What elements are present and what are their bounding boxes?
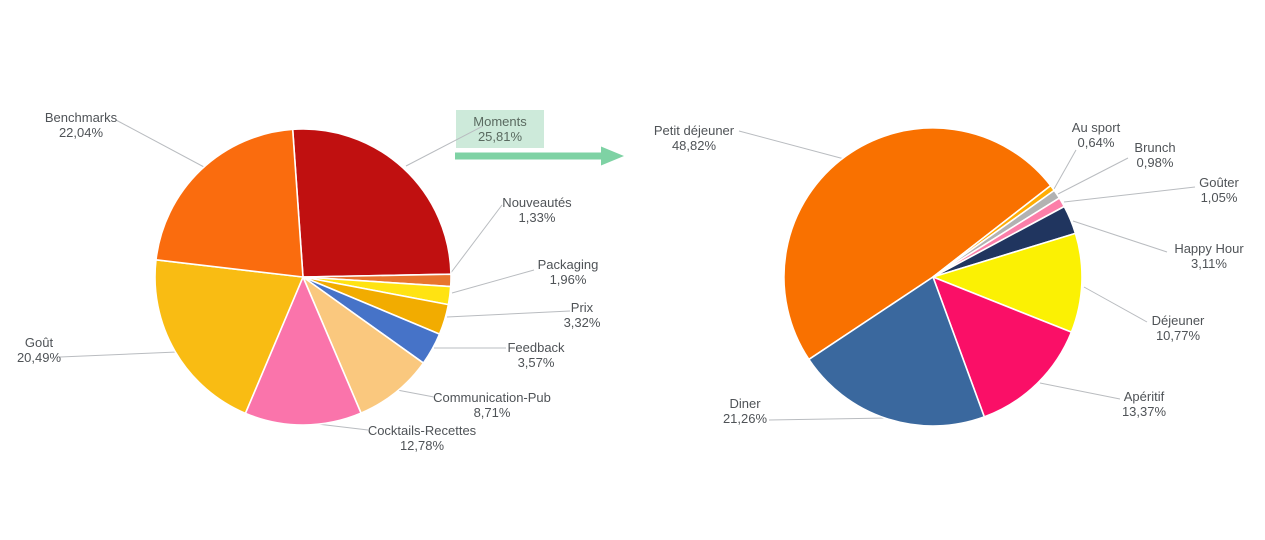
- leader-line-nouveautes: [449, 204, 503, 275]
- slice-label-prix: Prix 3,32%: [564, 300, 601, 330]
- slice-label-value: 3,32%: [563, 315, 601, 330]
- slice-label-packaging: Packaging 1,96%: [538, 257, 599, 287]
- slice-label-text: Diner: [729, 396, 761, 411]
- slice-label-text: Moments: [473, 114, 527, 129]
- slice-label-text: Au sport: [1071, 120, 1121, 135]
- slice-label-value: 1,33%: [518, 210, 556, 225]
- leader-line-aperitif: [1039, 382, 1121, 400]
- slice-label-text: Nouveautés: [502, 195, 572, 210]
- slice-label-text: Benchmarks: [44, 110, 118, 125]
- leader-line-au-sport: [1053, 149, 1077, 190]
- drilldown-arrow-icon: [455, 146, 624, 166]
- slice-label-au-sport: Au sport 0,64%: [1072, 120, 1120, 150]
- slice-label-gout: Goût 20,49%: [17, 335, 61, 365]
- slice-label-text: Cocktails-Recettes: [367, 423, 477, 438]
- pie-slice-moments[interactable]: [291, 128, 452, 278]
- slice-label-gouter: Goûter 1,05%: [1199, 175, 1239, 205]
- slice-label-happy-hour: Happy Hour 3,11%: [1174, 241, 1243, 271]
- slice-label-cocktails-recettes: Cocktails-Recettes 12,78%: [368, 423, 476, 453]
- slice-label-text: Packaging: [537, 257, 599, 272]
- slice-label-value: 25,81%: [477, 129, 523, 144]
- slice-label-value: 0,64%: [1077, 135, 1115, 150]
- slice-label-moments-selected[interactable]: Moments 25,81%: [456, 110, 544, 148]
- pie-slice-aperitif[interactable]: [932, 276, 1073, 418]
- slice-label-text: Petit déjeuner: [653, 123, 735, 138]
- slice-label-text: Apéritif: [1123, 389, 1165, 404]
- slice-label-value: 3,11%: [1191, 256, 1227, 271]
- leader-line-packaging: [451, 269, 535, 294]
- slice-label-diner: Diner 21,26%: [723, 396, 767, 426]
- slice-label-brunch: Brunch 0,98%: [1134, 140, 1175, 170]
- slice-label-value: 3,57%: [517, 355, 555, 370]
- slice-label-value: 48,82%: [671, 138, 717, 153]
- slice-label-text: Prix: [570, 300, 594, 315]
- themes-pie-chart: [154, 128, 452, 426]
- slice-label-value: 8,71%: [473, 405, 511, 420]
- slice-label-text: Goût: [24, 335, 54, 350]
- leader-line-gout: [59, 351, 178, 358]
- leader-line-benchmarks: [115, 119, 205, 168]
- leader-line-diner: [768, 417, 889, 421]
- leader-line-prix: [446, 310, 571, 318]
- pie-slice-cocktails-recettes[interactable]: [244, 276, 362, 426]
- slice-label-text: Brunch: [1134, 140, 1176, 155]
- slice-label-value: 22,04%: [58, 125, 104, 140]
- slice-label-value: 1,96%: [549, 272, 587, 287]
- slice-label-value: 12,78%: [399, 438, 445, 453]
- pie-slice-benchmarks[interactable]: [155, 128, 304, 278]
- slice-label-aperitif: Apéritif 13,37%: [1122, 389, 1166, 419]
- slice-label-value: 1,05%: [1200, 190, 1238, 205]
- slice-label-text: Déjeuner: [1151, 313, 1205, 328]
- pie-slice-dejeuner[interactable]: [932, 232, 1083, 333]
- slice-label-value: 10,77%: [1155, 328, 1201, 343]
- leader-line-communication-pub: [396, 389, 435, 398]
- slice-label-text: Feedback: [507, 340, 565, 355]
- slice-label-value: 13,37%: [1121, 404, 1167, 419]
- slice-label-feedback: Feedback 3,57%: [507, 340, 564, 370]
- pie-slice-petit-dejeuner[interactable]: [783, 127, 1052, 361]
- pie-slice-gout[interactable]: [154, 259, 304, 415]
- leader-line-happy-hour: [1072, 220, 1168, 253]
- leader-line-moments: [405, 125, 484, 167]
- moments-pie-chart: [783, 127, 1083, 427]
- slice-label-text: Communication-Pub: [433, 390, 551, 405]
- leader-line-dejeuner: [1083, 286, 1148, 323]
- slice-label-value: 0,98%: [1136, 155, 1174, 170]
- leader-line-brunch: [1057, 157, 1129, 195]
- leader-line-petit-dejeuner: [738, 130, 849, 161]
- pie-slice-diner[interactable]: [808, 276, 986, 427]
- leader-line-gouter: [1063, 186, 1196, 203]
- slice-label-communication-pub: Communication-Pub 8,71%: [433, 390, 551, 420]
- slice-label-petit-dejeuner: Petit déjeuner 48,82%: [654, 123, 734, 153]
- slice-label-value: 21,26%: [722, 411, 768, 426]
- slice-label-text: Goûter: [1199, 175, 1239, 190]
- slice-label-nouveautes: Nouveautés 1,33%: [502, 195, 571, 225]
- selected-label-highlight: [456, 110, 544, 148]
- slice-label-text: Happy Hour: [1174, 241, 1244, 256]
- slice-label-value: 20,49%: [16, 350, 62, 365]
- slice-label-benchmarks: Benchmarks 22,04%: [45, 110, 117, 140]
- slice-label-dejeuner: Déjeuner 10,77%: [1152, 313, 1205, 343]
